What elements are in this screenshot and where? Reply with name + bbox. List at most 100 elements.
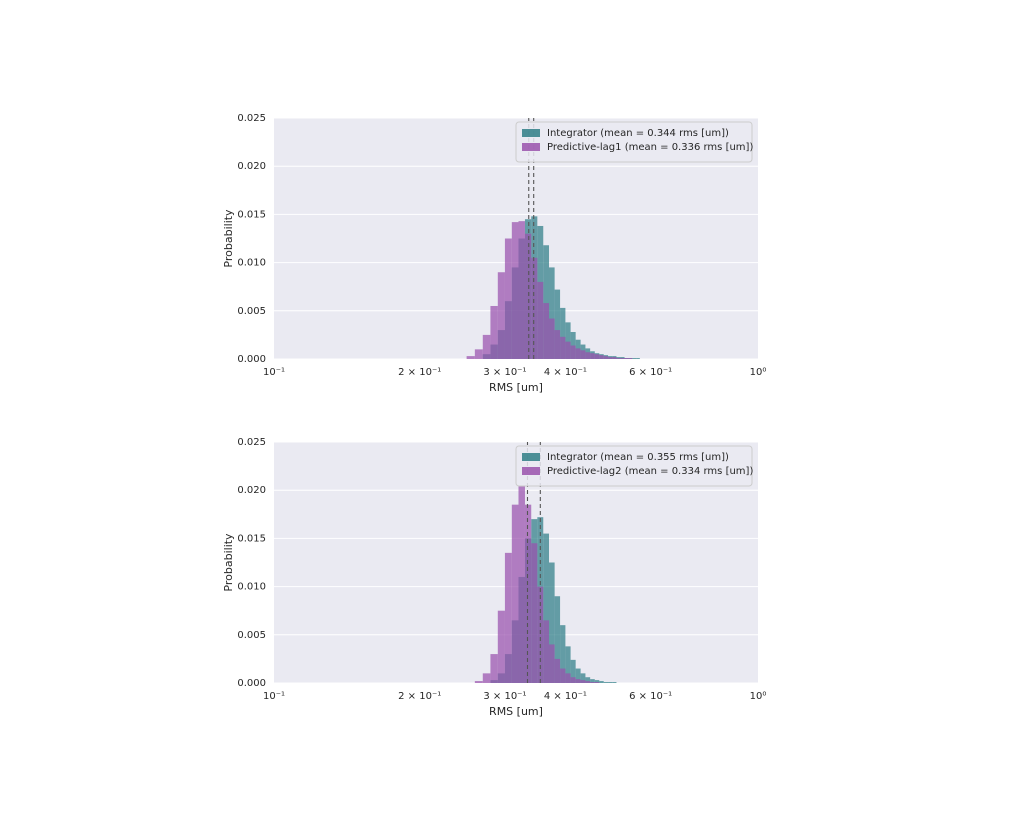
x-tick-label: 2 × 10⁻¹ — [398, 691, 441, 702]
y-tick-label: 0.025 — [237, 437, 266, 448]
histogram-bar — [554, 330, 561, 359]
histogram-bar — [590, 679, 595, 683]
legend-box — [515, 445, 753, 487]
x-axis-label: RMS [um] — [489, 381, 543, 394]
x-tick-label: 10⁰ — [750, 691, 767, 702]
y-tick-label: 0.020 — [237, 161, 266, 172]
histogram-bar — [575, 679, 581, 683]
y-tick-label: 0.005 — [237, 630, 266, 641]
x-tick-label: 3 × 10⁻¹ — [483, 367, 526, 378]
histogram-bar — [482, 334, 491, 359]
histogram-bar — [585, 352, 591, 359]
legend: Integrator (mean = 0.355 rms [um]) Predic… — [515, 445, 753, 487]
histogram-bar — [504, 552, 512, 683]
histogram-bar — [543, 303, 550, 359]
histogram-bar — [537, 586, 544, 683]
histogram-bar — [594, 682, 600, 683]
y-tick-label: 0.025 — [237, 113, 266, 124]
histogram-bar — [575, 348, 581, 359]
histogram-bar — [466, 356, 475, 359]
histogram-bar — [612, 682, 617, 683]
histogram-bar — [518, 485, 525, 683]
histogram-bar — [616, 358, 621, 359]
histogram-bar — [599, 355, 604, 359]
histogram-bar — [585, 677, 591, 683]
histogram-bar — [580, 350, 586, 359]
histogram-bar — [524, 504, 532, 683]
histogram-bar — [608, 357, 613, 359]
x-tick-label: 2 × 10⁻¹ — [398, 367, 441, 378]
x-tick-label: 4 × 10⁻¹ — [544, 691, 587, 702]
y-axis-label: Probability — [222, 533, 235, 592]
histogram-bar — [554, 658, 561, 683]
histogram-bar — [580, 673, 586, 683]
histogram-bar — [554, 289, 561, 359]
subplot: 0.000 0.005 0.010 0.015 0.020 0.025 10⁻¹ 2 × 10… — [222, 113, 766, 394]
histogram-bar — [624, 358, 629, 359]
histogram-bar — [543, 245, 550, 359]
histogram-bar — [599, 681, 604, 683]
x-tick-label: 6 × 10⁻¹ — [629, 691, 672, 702]
histogram-bar — [570, 677, 576, 683]
histogram-bar — [570, 659, 576, 683]
histogram-bar — [570, 345, 576, 359]
legend-label: Predictive-lag2 (mean = 0.334 rms [um]) — [547, 466, 753, 477]
histogram-bar — [504, 238, 512, 359]
legend: Integrator (mean = 0.344 rms [um]) Predic… — [515, 121, 753, 163]
x-tick-label: 3 × 10⁻¹ — [483, 691, 526, 702]
legend-label: Integrator (mean = 0.355 rms [um]) — [547, 452, 729, 463]
y-tick-label: 0.010 — [237, 582, 266, 593]
x-tick-label: 10⁻¹ — [263, 691, 285, 702]
histogram-bar — [585, 681, 591, 683]
histogram-bar — [474, 681, 483, 683]
histogram-bar — [560, 668, 566, 683]
y-tick-label: 0.010 — [237, 258, 266, 269]
histogram-bar — [511, 504, 519, 683]
y-tick-label: 0.000 — [237, 678, 266, 689]
legend-box — [515, 121, 753, 163]
histogram-bar — [575, 668, 581, 683]
histogram-bar — [560, 336, 566, 359]
histogram-bar — [565, 673, 571, 683]
legend-label: Integrator (mean = 0.344 rms [um]) — [547, 128, 729, 139]
histogram-bar — [554, 596, 561, 683]
histogram-bar — [490, 654, 498, 683]
histogram-bar — [565, 322, 571, 359]
histogram-bar — [603, 682, 609, 683]
histogram-bar — [549, 644, 555, 683]
histogram-bar — [497, 272, 505, 359]
legend-swatch — [522, 143, 540, 151]
y-tick-label: 0.015 — [237, 209, 266, 220]
histogram-bar — [537, 281, 544, 359]
histogram-bar — [531, 543, 538, 683]
legend-label: Predictive-lag1 (mean = 0.336 rms [um]) — [547, 142, 753, 153]
y-tick-label: 0.015 — [237, 533, 266, 544]
histogram-bar — [531, 257, 538, 359]
x-axis-label: RMS [um] — [489, 705, 543, 718]
histogram-bar — [590, 353, 595, 359]
histogram-bar — [497, 610, 505, 683]
histogram-bar — [549, 267, 555, 359]
histogram-bar — [594, 354, 600, 359]
histogram-bar — [482, 673, 491, 683]
histogram-bar — [612, 357, 617, 359]
y-axis-label: Probability — [222, 209, 235, 268]
x-tick-label: 6 × 10⁻¹ — [629, 367, 672, 378]
histogram-bar — [560, 307, 566, 359]
histogram-bar — [580, 680, 586, 683]
legend-swatch — [522, 453, 540, 461]
histogram-bar — [628, 358, 633, 359]
y-tick-label: 0.000 — [237, 354, 266, 365]
histogram-bar — [543, 620, 550, 683]
histogram-bar — [549, 562, 555, 683]
histogram-bar — [636, 358, 640, 359]
subplot: 0.000 0.005 0.010 0.015 0.020 0.025 10⁻¹ 2 × 10… — [222, 437, 766, 718]
histogram-bar — [620, 358, 625, 359]
histogram-bar — [543, 533, 550, 683]
y-tick-label: 0.005 — [237, 306, 266, 317]
histogram-bar — [632, 358, 637, 359]
histogram-bar — [590, 682, 595, 683]
histogram-bar — [490, 305, 498, 359]
histogram-bar — [565, 341, 571, 359]
